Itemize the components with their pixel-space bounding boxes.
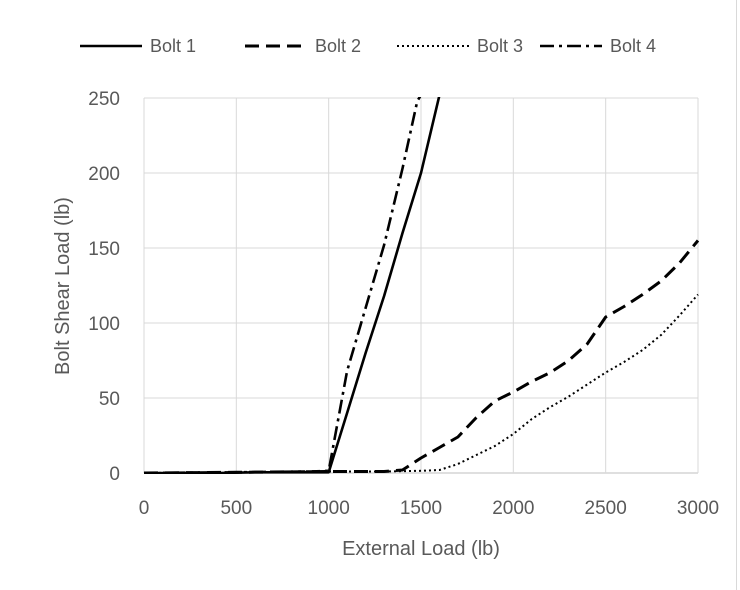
series-line-3 bbox=[144, 293, 699, 474]
series-line-4 bbox=[144, 97, 422, 474]
y-tick-label: 150 bbox=[88, 239, 120, 260]
series-line-2 bbox=[144, 239, 700, 474]
y-tick-label: 50 bbox=[99, 389, 120, 410]
y-tick-label: 200 bbox=[88, 164, 120, 185]
y-tick-label: 0 bbox=[109, 464, 120, 485]
y-axis-ticks: 0 50 100 150 200 250 bbox=[88, 89, 120, 485]
legend-label-2: Bolt 2 bbox=[315, 36, 361, 56]
x-tick-label: 2500 bbox=[585, 498, 627, 519]
legend-label-1: Bolt 1 bbox=[150, 36, 196, 56]
series-layer bbox=[144, 97, 700, 474]
legend-label-3: Bolt 3 bbox=[477, 36, 523, 56]
x-tick-label: 1500 bbox=[400, 498, 442, 519]
y-tick-label: 100 bbox=[88, 314, 120, 335]
series-line-1 bbox=[144, 97, 441, 474]
y-tick-label: 250 bbox=[88, 89, 120, 110]
y-axis-title: Bolt Shear Load (lb) bbox=[52, 197, 74, 375]
x-tick-label: 1000 bbox=[308, 498, 350, 519]
x-tick-label: 3000 bbox=[677, 498, 719, 519]
legend: Bolt 1 Bolt 2 Bolt 3 Bolt 4 bbox=[80, 36, 656, 56]
x-axis-title: External Load (lb) bbox=[342, 538, 500, 560]
x-axis-ticks: 0 500 1000 1500 2000 2500 3000 bbox=[139, 498, 719, 519]
gridlines bbox=[143, 97, 699, 474]
chart-border bbox=[736, 0, 737, 590]
x-tick-label: 0 bbox=[139, 498, 150, 519]
x-tick-label: 2000 bbox=[492, 498, 534, 519]
legend-label-4: Bolt 4 bbox=[610, 36, 656, 56]
x-tick-label: 500 bbox=[220, 498, 252, 519]
